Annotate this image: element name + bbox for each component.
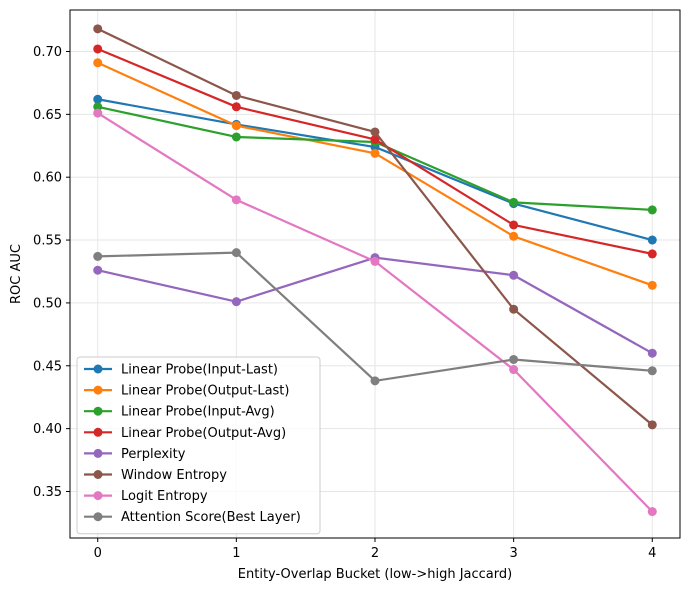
data-point [370,376,380,386]
legend-label: Linear Probe(Input-Last) [121,363,278,378]
legend-swatch-marker [93,364,103,374]
data-point [647,235,657,245]
y-tick-label: 0.60 [33,171,62,186]
data-point [231,248,241,258]
data-point [93,265,103,275]
y-tick-label: 0.45 [33,359,62,374]
legend-item: Perplexity [84,447,186,462]
series-linear-probe-output-avg [93,44,657,259]
data-point [93,94,103,104]
legend-label: Linear Probe(Input-Avg) [121,405,275,420]
legend-item: Linear Probe(Output-Last) [84,384,289,399]
y-axis-label: ROC AUC [9,244,24,304]
y-tick-label: 0.35 [33,485,62,500]
x-axis-ticks: 0 1 2 3 4 [94,538,656,561]
series-linear-probe-output-last [93,58,657,290]
legend-swatch-marker [93,491,103,501]
data-point [647,348,657,358]
y-tick-label: 0.55 [33,234,62,249]
data-point [647,507,657,517]
data-point [93,251,103,261]
legend-swatch-marker [93,406,103,416]
data-point [231,297,241,307]
legend-frame [76,356,321,535]
series-logit-entropy [93,108,657,517]
data-point [370,256,380,266]
data-point [231,195,241,205]
legend-label: Logit Entropy [121,489,208,504]
data-point [509,365,519,375]
legend-label: Window Entropy [121,468,227,483]
data-point [509,354,519,364]
data-point [231,121,241,131]
legend-swatch-marker [93,512,103,522]
data-point [370,127,380,137]
data-point [370,148,380,158]
data-point [647,280,657,290]
x-tick-label: 3 [509,546,517,561]
legend-item: Linear Probe(Output-Avg) [84,426,286,441]
data-point [647,205,657,215]
x-axis-label: Entity-Overlap Bucket (low->high Jaccard… [238,567,512,582]
legend-item: Attention Score(Best Layer) [84,510,301,525]
data-point [509,304,519,314]
legend-swatch-marker [93,448,103,458]
data-point [509,270,519,280]
legend-item: Window Entropy [84,468,227,483]
x-tick-label: 2 [371,546,379,561]
legend-item: Linear Probe(Input-Avg) [84,405,275,420]
legend-label: Linear Probe(Output-Last) [121,384,289,399]
data-point [509,231,519,241]
series-window-entropy [93,24,657,430]
y-axis-ticks: 0.35 0.40 0.45 0.50 0.55 0.60 0.65 0.70 [33,45,70,500]
x-tick-label: 0 [94,546,102,561]
data-point [93,24,103,34]
data-point [509,197,519,207]
data-point [93,102,103,112]
data-point [231,132,241,142]
data-point [647,366,657,376]
legend-label: Attention Score(Best Layer) [121,510,301,525]
data-point [93,108,103,118]
legend-swatch-marker [93,470,103,479]
legend-item: Logit Entropy [84,489,208,504]
legend-swatch-marker [93,385,103,395]
data-point [93,58,103,68]
y-tick-label: 0.40 [33,422,62,437]
data-point [231,90,241,100]
data-point [231,102,241,112]
series-group [93,24,657,517]
data-point [647,420,657,430]
legend-item: Linear Probe(Input-Last) [84,363,278,378]
legend-swatch-marker [93,427,103,437]
y-tick-label: 0.65 [33,108,62,123]
y-tick-label: 0.50 [33,296,62,311]
data-point [93,44,103,54]
data-point [647,249,657,259]
legend-label: Perplexity [121,447,186,462]
legend-label: Linear Probe(Output-Avg) [121,426,286,441]
data-point [370,134,380,144]
series-attention-score-best-layer [93,248,657,386]
legend: Linear Probe(Input-Last) Linear Probe(Out… [76,356,321,535]
y-tick-label: 0.70 [33,45,62,60]
data-point [509,220,519,230]
x-tick-label: 4 [648,546,656,561]
x-tick-label: 1 [232,546,240,561]
